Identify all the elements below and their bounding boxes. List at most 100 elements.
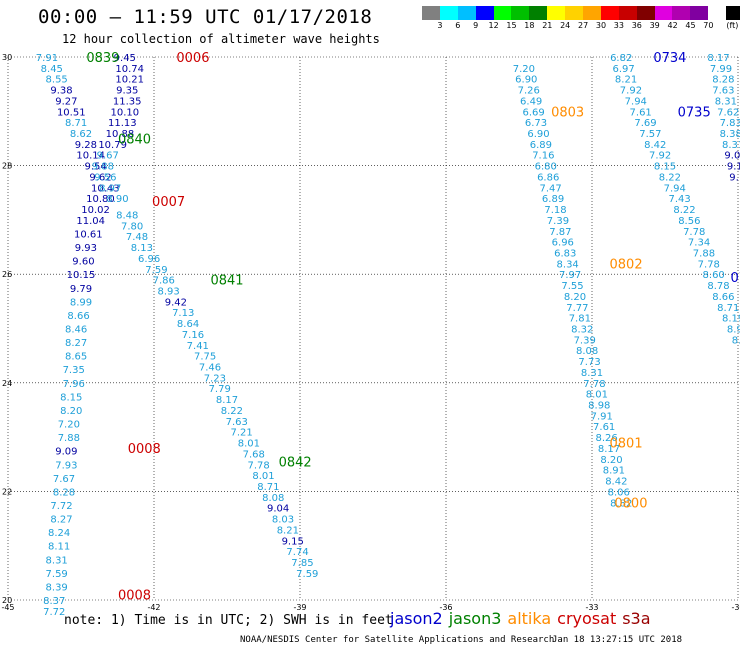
swh-value: 9.27 xyxy=(55,96,77,107)
swh-value: 7.26 xyxy=(518,86,540,97)
swh-value: 7.59 xyxy=(46,569,68,580)
swh-value: 11.35 xyxy=(113,96,142,107)
colorbar-tick-label: 15 xyxy=(506,21,517,30)
swh-value: 11.04 xyxy=(76,216,105,227)
swh-value: 7.79 xyxy=(209,384,231,395)
swh-value: 9.42 xyxy=(165,297,187,308)
swh-value: 8.90 xyxy=(727,325,740,336)
swh-value: 8.01 xyxy=(586,390,608,401)
swh-value: 7.91 xyxy=(36,53,58,64)
swh-value: 6.96 xyxy=(138,254,160,265)
swh-value: 7.81 xyxy=(569,314,591,325)
swh-value: 8.55 xyxy=(46,75,68,86)
x-tick-label: -45 xyxy=(1,603,14,612)
colorbar-tick-label: 27 xyxy=(578,21,589,30)
swh-value: 6.73 xyxy=(525,118,547,129)
pass-time-label: 0006 xyxy=(176,51,209,66)
pass-time-label: 0801 xyxy=(610,437,643,452)
colorbar-swatch xyxy=(457,6,476,20)
swh-value: 7.92 xyxy=(620,86,642,97)
swh-value: 7.75 xyxy=(194,352,216,363)
colorbar-swatch xyxy=(654,6,673,20)
colorbar-swatch xyxy=(475,6,494,20)
swh-value: 8.11 xyxy=(48,542,70,553)
colorbar-tick-label: 12 xyxy=(488,21,499,30)
y-tick-label: 22 xyxy=(2,487,12,496)
swh-value: 8.31 xyxy=(581,368,603,379)
swh-value: 8.13 xyxy=(131,243,153,254)
swh-value: 8.34 xyxy=(557,259,579,270)
x-tick-label: -36 xyxy=(439,603,452,612)
swh-value: 7.63 xyxy=(226,417,248,428)
swh-value: 8.46 xyxy=(65,325,87,336)
swh-value: 6.89 xyxy=(530,140,552,151)
swh-value: 8.21 xyxy=(615,75,637,86)
swh-value: 7.72 xyxy=(50,501,72,512)
swh-value: 7.96 xyxy=(63,379,85,390)
swh-value: 10.61 xyxy=(74,229,103,240)
swh-value: 7.20 xyxy=(58,420,80,431)
swh-value: 8.06 xyxy=(608,487,630,498)
footnote: note: 1) Time is in UTC; 2) SWH is in fe… xyxy=(64,613,393,628)
colorbar-swatch xyxy=(511,6,530,20)
swh-value: 7.63 xyxy=(712,86,734,97)
swh-value: 7.13 xyxy=(172,308,194,319)
swh-value: 8.60 xyxy=(703,270,725,281)
swh-value: 8.64 xyxy=(177,319,199,330)
swh-value: 7.68 xyxy=(243,449,265,460)
swh-value: 7.67 xyxy=(53,474,75,485)
swh-value: 6.49 xyxy=(520,96,542,107)
swh-value: 8.31 xyxy=(715,96,737,107)
credit-line: NOAA/NESDIS Center for Satellite Applica… xyxy=(240,635,555,645)
swh-value: 8.21 xyxy=(277,525,299,536)
swh-value: 7.39 xyxy=(574,335,596,346)
swh-value: 9.88 xyxy=(92,162,114,173)
swh-value: 7.72 xyxy=(43,607,65,618)
swh-value: 7.46 xyxy=(199,363,221,374)
swh-value: 9.62 xyxy=(89,172,111,183)
swh-value: 8.65 xyxy=(65,352,87,363)
swh-value: 8.28 xyxy=(712,75,734,86)
swh-value: 10.51 xyxy=(57,107,86,118)
swh-value: 7.18 xyxy=(544,205,566,216)
colorbar-swatch xyxy=(439,6,458,20)
swh-value: 6.69 xyxy=(522,107,544,118)
pass-time-label: 0839 xyxy=(86,51,119,66)
swh-value: 7.48 xyxy=(126,232,148,243)
swh-value: 8.99 xyxy=(70,297,92,308)
colorbar-tick-label: 45 xyxy=(685,21,696,30)
colorbar-tick-label: 24 xyxy=(560,21,571,30)
swh-value: 8.01 xyxy=(252,471,274,482)
swh-value: 9.54 xyxy=(84,162,106,173)
pass-time-label: 0734 xyxy=(653,51,686,66)
chart-title: 00:00 – 11:59 UTC 01/17/2018 xyxy=(38,6,373,28)
pass-time-label: 0802 xyxy=(610,257,643,272)
swh-value: 8.20 xyxy=(60,406,82,417)
swh-value: 8.08 xyxy=(262,493,284,504)
swh-value: 8.15 xyxy=(654,162,676,173)
swh-value: 9.60 xyxy=(72,257,94,268)
colorbar-unit: (ft) xyxy=(726,21,739,30)
swh-value: 7.87 xyxy=(549,227,571,238)
colorbar-tick-label: 39 xyxy=(649,21,660,30)
swh-value: 8.37 xyxy=(43,596,65,607)
swh-value: 9.09 xyxy=(55,447,77,458)
swh-value: 7.80 xyxy=(121,221,143,232)
swh-value: 8.98 xyxy=(588,401,610,412)
swh-value: 8.42 xyxy=(605,477,627,488)
swh-value: 11.13 xyxy=(108,118,137,129)
swh-value: 9.04 xyxy=(267,504,289,515)
swh-value: 8.20 xyxy=(564,292,586,303)
colorbar-tick-label: 18 xyxy=(524,21,535,30)
colorbar-swatch xyxy=(672,6,691,20)
swh-value: 8.28 xyxy=(53,487,75,498)
colorbar-swatch xyxy=(529,6,548,20)
swh-value: 10.43 xyxy=(91,183,120,194)
swh-value: 9.67 xyxy=(97,151,119,162)
swh-value: 8.32 xyxy=(571,325,593,336)
legend-entry-jason2: jason2 xyxy=(390,609,443,628)
swh-value: 7.35 xyxy=(63,365,85,376)
swh-value: 10.80 xyxy=(86,194,115,205)
swh-value: 8.38 xyxy=(720,129,740,140)
swh-value: 8.31 xyxy=(722,140,740,151)
